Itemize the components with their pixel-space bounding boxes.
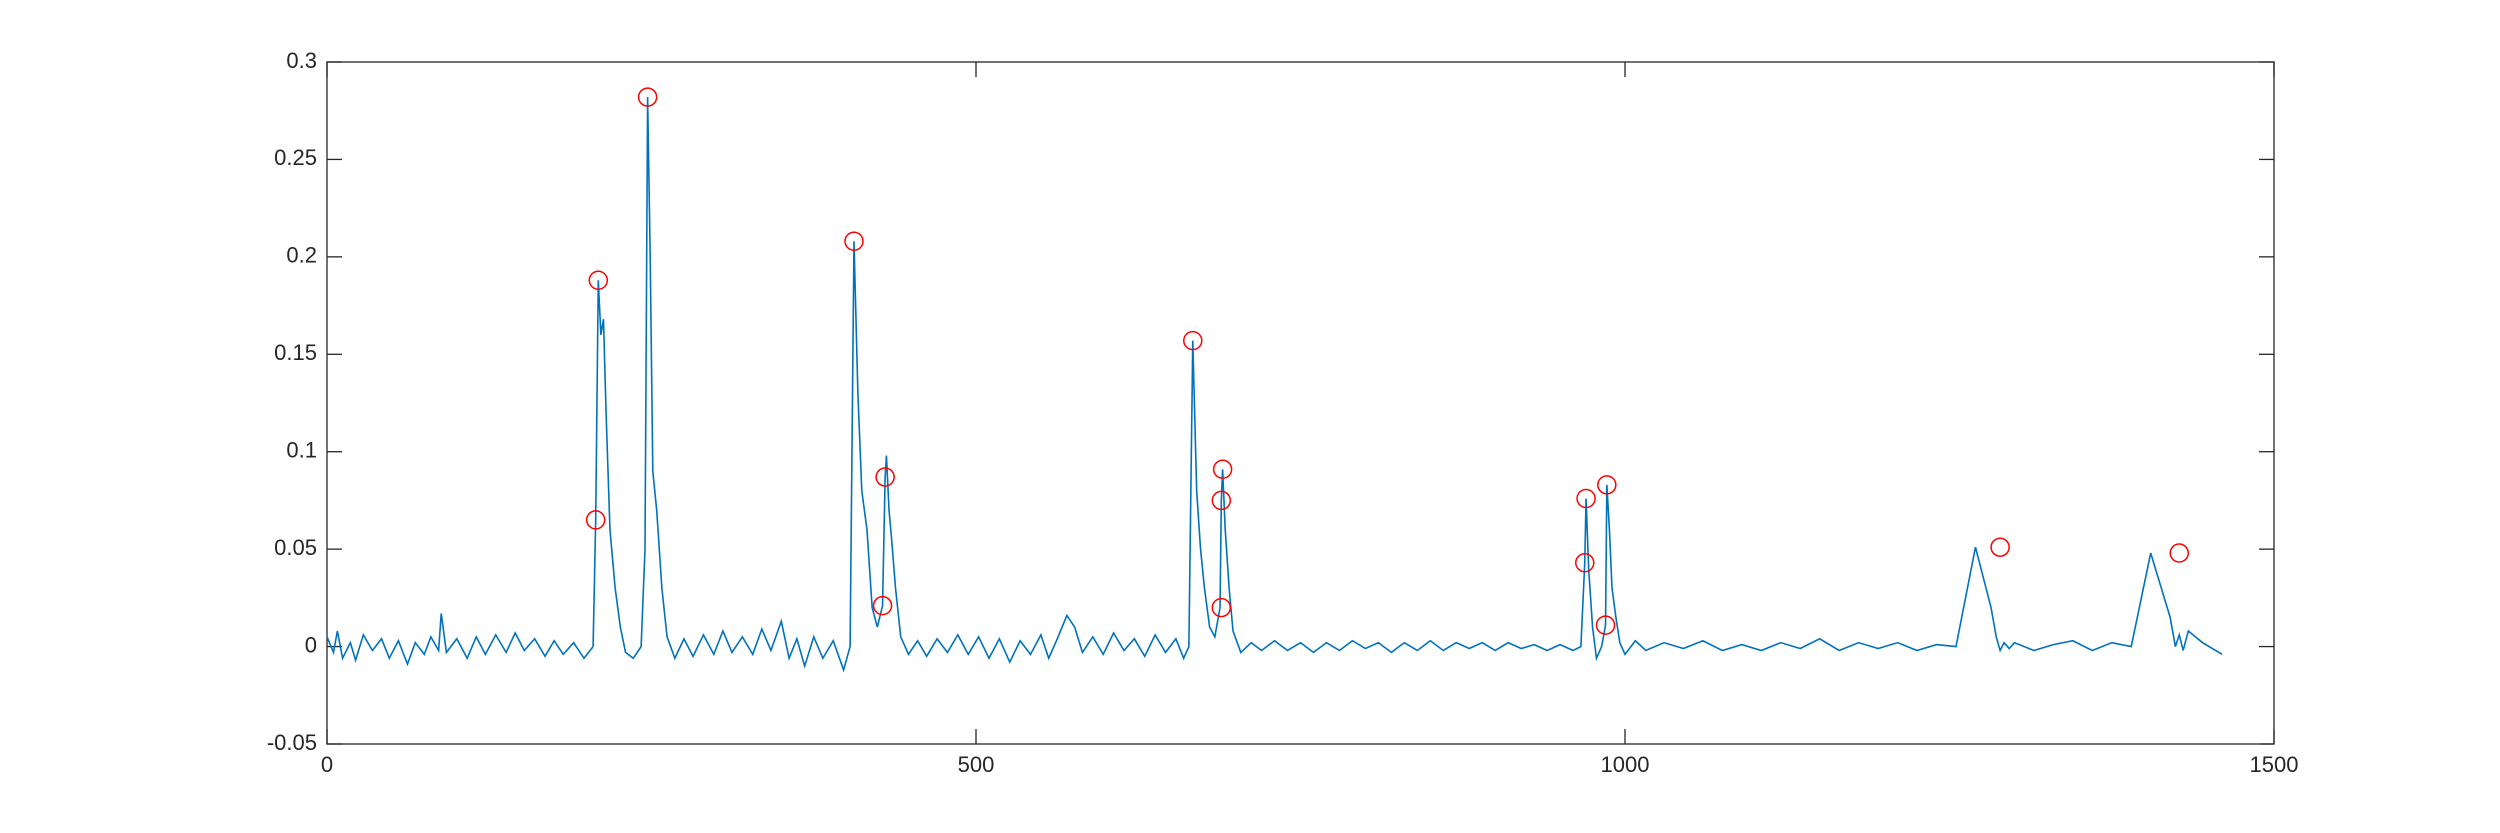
y-tick-label: 0.1 [286, 438, 317, 463]
peak-marker [588, 270, 609, 290]
y-tick-label: 0.3 [286, 48, 317, 73]
peak-marker [844, 231, 864, 252]
peak-marker [875, 467, 895, 487]
peak-marker [1576, 488, 1596, 509]
peak-marker [1211, 490, 1232, 511]
peak-marker [1212, 459, 1233, 480]
peak-marker [1990, 537, 2010, 557]
x-tick-label: 500 [958, 752, 995, 777]
y-tick-label: -0.05 [267, 730, 317, 755]
y-tick-label: 0.05 [274, 535, 317, 560]
y-tick-label: 0 [305, 632, 317, 657]
peak-marker [1211, 597, 1232, 618]
peak-marker [585, 510, 606, 530]
y-tick-label: 0.2 [286, 243, 317, 268]
x-tick-label: 1500 [2250, 752, 2299, 777]
peak-marker [872, 595, 893, 616]
y-tick-label: 0.15 [274, 340, 317, 365]
peak-marker [1597, 475, 1617, 495]
y-tick-label: 0.25 [274, 145, 317, 170]
peak-marker [1575, 553, 1595, 573]
peak-marker [2169, 543, 2189, 563]
peak-marker [1595, 615, 1616, 635]
plot-area [326, 61, 2275, 745]
peak-marker [637, 87, 658, 107]
x-tick-label: 1000 [1601, 752, 1650, 777]
x-tick-label: 0 [321, 752, 333, 777]
peak-marker [1183, 330, 1203, 351]
